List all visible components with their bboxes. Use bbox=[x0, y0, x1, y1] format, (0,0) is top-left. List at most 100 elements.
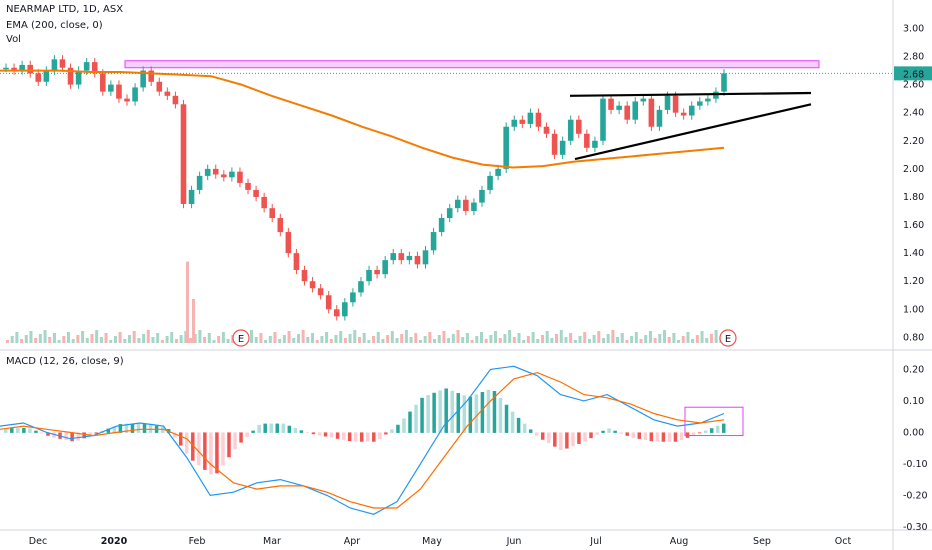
volume-bar bbox=[390, 331, 394, 343]
volume-bar bbox=[221, 332, 225, 343]
volume-bar bbox=[592, 335, 596, 343]
candle-body bbox=[600, 98, 606, 141]
macd-histogram-bar bbox=[378, 432, 382, 440]
volume-spike bbox=[186, 261, 189, 343]
volume-bar bbox=[479, 332, 483, 343]
volume-bar bbox=[254, 337, 258, 343]
triangle-upper-line bbox=[569, 91, 812, 97]
macd-histogram-bar bbox=[607, 428, 611, 433]
candle-body bbox=[438, 218, 445, 233]
volume-bar bbox=[681, 336, 685, 343]
volume-bar bbox=[437, 335, 441, 343]
candle-body bbox=[43, 70, 50, 82]
volume-bar bbox=[81, 331, 85, 343]
volume-bar bbox=[451, 334, 455, 343]
volume-bar bbox=[648, 331, 652, 343]
candle-body bbox=[680, 112, 687, 116]
macd-histogram-bar bbox=[565, 432, 569, 449]
macd-histogram-bar bbox=[601, 430, 605, 433]
macd-histogram-bar bbox=[559, 432, 563, 451]
macd-histogram-bar bbox=[709, 428, 714, 433]
volume-bar bbox=[99, 337, 103, 343]
candle-body bbox=[656, 109, 663, 127]
candle-body bbox=[221, 174, 227, 178]
volume-bar bbox=[301, 330, 305, 343]
candle-body bbox=[156, 81, 163, 92]
chart-title: NEARMAP LTD, 1D, ASX bbox=[6, 4, 124, 15]
macd-histogram-bar bbox=[583, 432, 587, 442]
volume-bar bbox=[311, 333, 315, 343]
candle-body bbox=[229, 171, 235, 178]
volume-bar bbox=[601, 338, 605, 343]
candle-body bbox=[454, 199, 461, 209]
candle-body bbox=[697, 101, 703, 106]
candle-body bbox=[164, 91, 171, 96]
volume-bar bbox=[137, 338, 141, 343]
candle-body bbox=[245, 182, 251, 190]
volume-bar bbox=[156, 333, 160, 343]
volume-bar bbox=[550, 338, 554, 343]
price-tick-label: 3.00 bbox=[903, 23, 924, 34]
macd-histogram-bar bbox=[667, 432, 672, 442]
macd-histogram-bar bbox=[124, 423, 129, 433]
volume-bar bbox=[296, 334, 300, 343]
macd-histogram-bar bbox=[510, 411, 515, 433]
candle-body bbox=[333, 309, 340, 317]
volume-bar bbox=[170, 332, 174, 343]
candle-body bbox=[463, 199, 469, 211]
volume-bar bbox=[24, 335, 28, 343]
volume-bar bbox=[198, 330, 202, 343]
candle-body bbox=[664, 95, 671, 110]
volume-bar bbox=[536, 339, 540, 343]
candle-body bbox=[75, 70, 82, 85]
volume-bar bbox=[620, 333, 624, 343]
volume-bar bbox=[160, 340, 164, 343]
macd-histogram-bar bbox=[715, 425, 720, 433]
macd-histogram-bar bbox=[233, 432, 237, 450]
volume-bar bbox=[20, 339, 24, 343]
macd-histogram-bar bbox=[679, 432, 684, 441]
macd-histogram-bar bbox=[215, 432, 219, 474]
volume-bar bbox=[564, 337, 568, 343]
candle-body bbox=[592, 140, 598, 148]
volume-bar bbox=[104, 333, 108, 343]
macd-histogram-bar bbox=[221, 432, 225, 466]
candle-body bbox=[358, 281, 364, 293]
volume-bar bbox=[700, 331, 704, 343]
candle-body bbox=[559, 140, 566, 155]
macd-histogram-bar bbox=[335, 432, 340, 439]
volume-bar bbox=[52, 333, 56, 343]
volume-bar bbox=[67, 332, 71, 343]
volume-bar bbox=[217, 336, 221, 343]
candle-body bbox=[511, 119, 518, 127]
candle-body bbox=[83, 62, 90, 71]
candle-body bbox=[471, 202, 477, 211]
candle-body bbox=[91, 62, 98, 74]
macd-histogram-bar bbox=[10, 428, 14, 433]
price-tick-label: 2.00 bbox=[903, 164, 924, 175]
macd-histogram-bar bbox=[492, 391, 497, 433]
macd-histogram-bar bbox=[522, 423, 527, 433]
candle-body bbox=[301, 269, 308, 282]
volume-bar bbox=[76, 335, 80, 343]
candle-body bbox=[51, 59, 58, 71]
macd-histogram-bar bbox=[185, 432, 189, 454]
volume-bar bbox=[465, 333, 469, 343]
volume-bar bbox=[123, 339, 127, 343]
volume-bar bbox=[404, 330, 408, 343]
macd-histogram-bar bbox=[130, 423, 135, 433]
volume-bar bbox=[34, 338, 38, 343]
candle-body bbox=[188, 189, 195, 204]
macd-histogram-bar bbox=[275, 423, 280, 433]
candle-body bbox=[584, 133, 590, 148]
volume-bar bbox=[132, 331, 136, 343]
candle-body bbox=[261, 196, 267, 209]
macd-histogram-bar bbox=[577, 432, 581, 444]
volume-bar bbox=[264, 340, 268, 343]
candle-body bbox=[59, 59, 66, 68]
volume-bar bbox=[118, 332, 122, 343]
volume-bar bbox=[578, 336, 582, 343]
volume-bar bbox=[494, 331, 498, 343]
